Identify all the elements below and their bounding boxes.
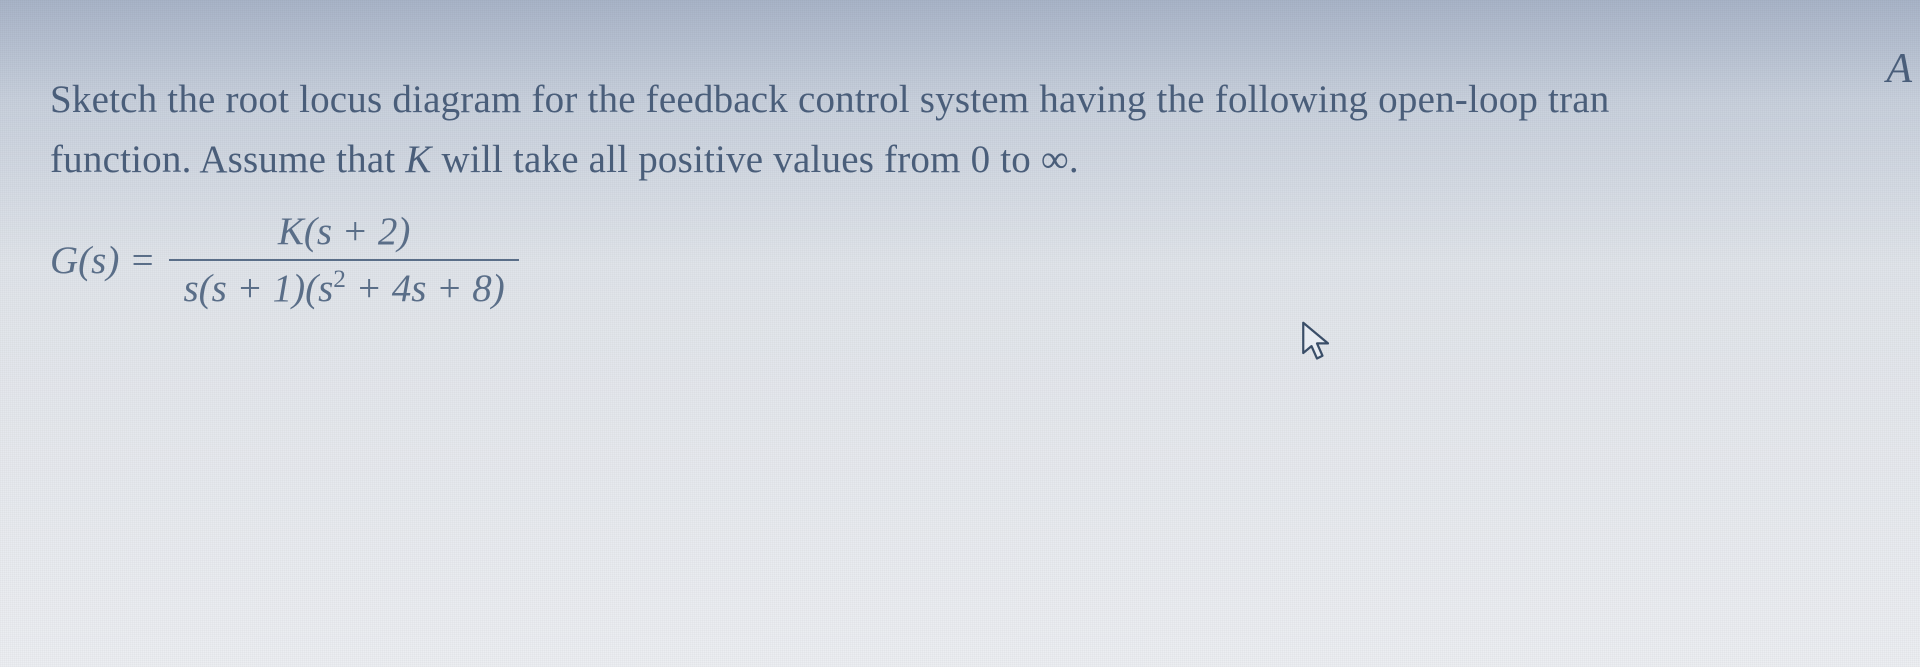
numerator: K(s + 2)	[264, 209, 425, 256]
den-exp: 2	[333, 265, 346, 293]
fraction: K(s + 2) s(s + 1)(s2 + 4s + 8)	[169, 209, 518, 313]
question-block: Sketch the root locus diagram for the fe…	[50, 70, 1920, 313]
formula-lhs: G(s) =	[50, 238, 155, 283]
line2-suffix: will take all positive values from 0 to …	[432, 138, 1079, 181]
lhs-close: )	[106, 239, 119, 282]
lhs-open: (	[78, 239, 91, 282]
question-line-1: Sketch the root locus diagram for the fe…	[50, 70, 1920, 130]
denominator: s(s + 1)(s2 + 4s + 8)	[169, 264, 518, 313]
line2-var-K: K	[405, 138, 431, 181]
mouse-cursor-icon	[1300, 320, 1334, 369]
fraction-bar	[169, 259, 518, 261]
eq-sign: =	[119, 239, 155, 282]
den-part2: + 4s + 8)	[346, 267, 505, 310]
num-K: K	[278, 210, 304, 253]
num-rest: (s + 2)	[304, 210, 410, 253]
den-part1: s(s + 1)(s	[183, 267, 333, 310]
lhs-G: G	[50, 239, 78, 282]
transfer-function: G(s) = K(s + 2) s(s + 1)(s2 + 4s + 8)	[50, 209, 1920, 313]
line2-prefix: function. Assume that	[50, 138, 405, 181]
lhs-s: s	[91, 239, 106, 282]
question-line-2: function. Assume that K will take all po…	[50, 130, 1920, 190]
